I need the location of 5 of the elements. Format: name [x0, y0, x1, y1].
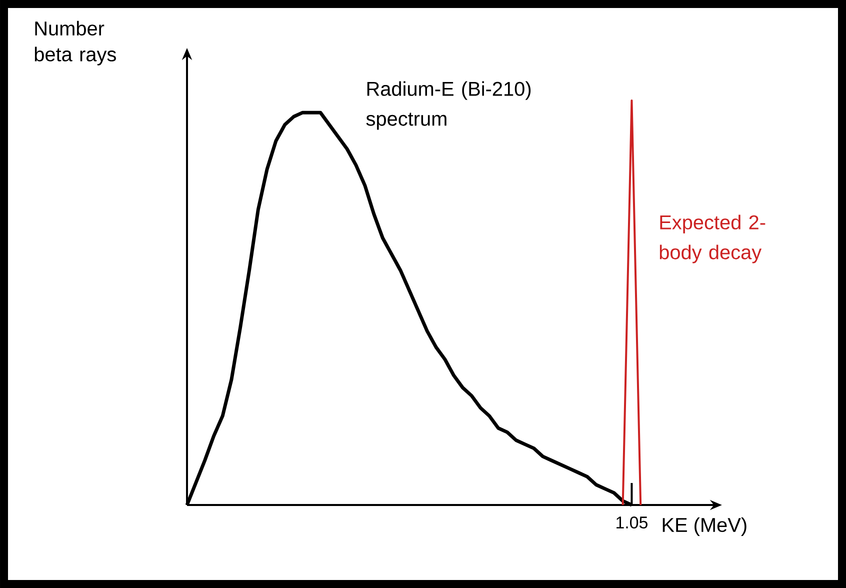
x-axis-title: KE (MeV) — [662, 517, 746, 536]
series-label: Radium-E (Bi-210) spectrum — [366, 81, 531, 130]
y-axis-title: Number beta rays — [34, 20, 116, 66]
text: 1.05 — [616, 516, 648, 529]
series-label: Expected 2-body decay — [660, 214, 766, 264]
